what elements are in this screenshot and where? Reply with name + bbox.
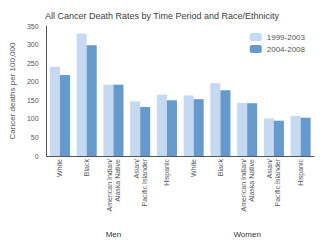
svg-text:Black: Black [83,159,90,177]
svg-text:Black: Black [217,159,224,177]
svg-text:100: 100 [27,115,39,122]
svg-text:Asian/: Asian/ [266,159,273,179]
svg-text:Pacific Islander: Pacific Islander [141,158,148,206]
svg-text:Cancer deaths per 100,000: Cancer deaths per 100,000 [8,42,17,140]
svg-text:200: 200 [27,78,39,85]
svg-text:Alaska Native: Alaska Native [114,159,121,202]
svg-text:White: White [56,159,63,177]
svg-text:2004-2008: 2004-2008 [267,45,306,54]
svg-text:250: 250 [27,60,39,67]
svg-text:Alaska Native: Alaska Native [248,159,255,202]
svg-text:Men: Men [106,230,122,239]
svg-text:300: 300 [27,41,39,48]
svg-text:1999-2003: 1999-2003 [267,33,306,42]
svg-text:Hispanic: Hispanic [297,159,305,186]
svg-text:150: 150 [27,97,39,104]
svg-text:All Cancer Death Rates by Time: All Cancer Death Rates by Time Period an… [45,11,280,21]
svg-text:Hispanic: Hispanic [163,159,171,186]
svg-text:0: 0 [35,153,39,160]
svg-text:Women: Women [233,230,260,239]
svg-text:White: White [190,159,197,177]
svg-text:Pacific Islander: Pacific Islander [274,158,281,206]
svg-text:50: 50 [31,134,39,141]
svg-text:Asian/: Asian/ [133,159,140,179]
svg-text:American Indian/: American Indian/ [240,159,247,212]
svg-text:American Indian/: American Indian/ [106,159,113,212]
svg-text:350: 350 [27,23,39,30]
